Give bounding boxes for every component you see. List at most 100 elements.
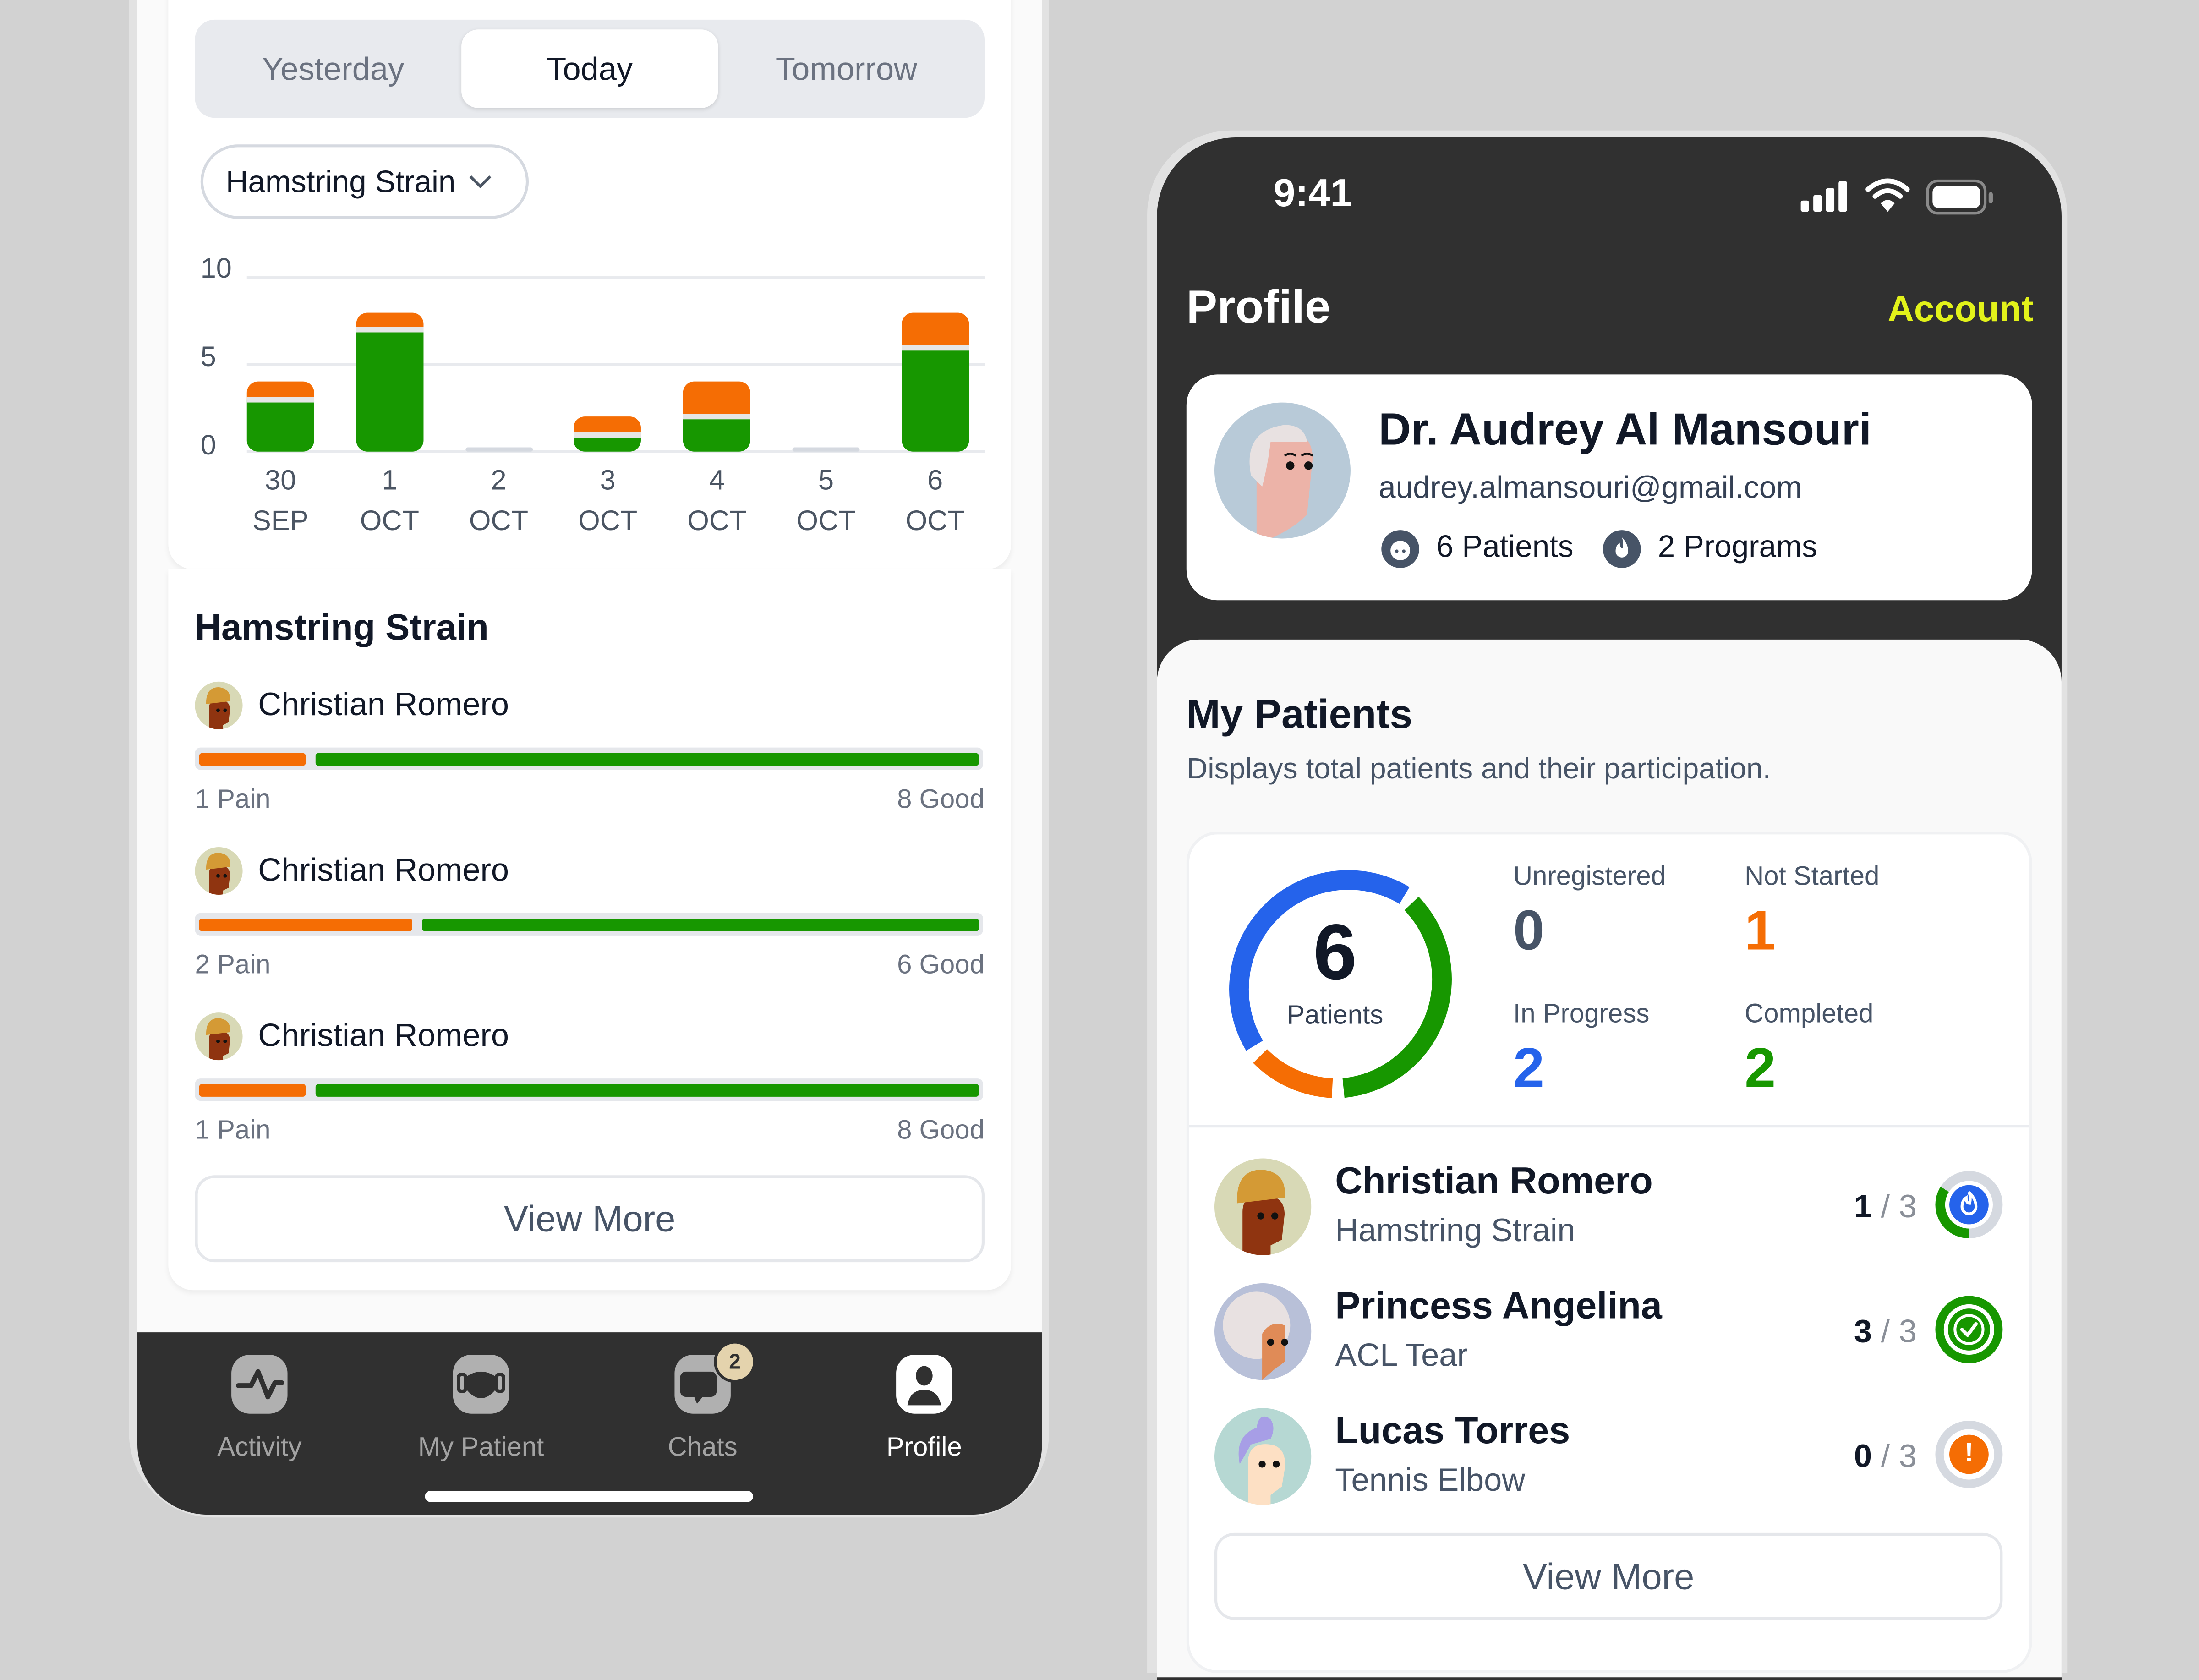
pain-entry[interactable]: Christian Romero 1 Pain 8 Good	[195, 679, 985, 819]
profile-icon	[896, 1355, 952, 1414]
pain-entry[interactable]: Christian Romero 1 Pain 8 Good	[195, 1010, 985, 1150]
doctor-name: Dr. Audrey Al Mansouri	[1378, 404, 1872, 454]
good-segment	[901, 347, 969, 452]
tab-my-patient[interactable]: My Patient	[397, 1355, 565, 1464]
y-tick: 0	[200, 430, 216, 462]
x-tick-day: 3	[600, 465, 616, 497]
x-tick-day: 5	[818, 465, 834, 497]
bar-6[interactable]	[901, 312, 969, 452]
day-segmented-control: Yesterday Today Tomorrow	[195, 19, 985, 118]
patient-row[interactable]: Christian Romero Hamstring Strain 1 / 3	[1214, 1155, 2003, 1256]
bar-5[interactable]	[792, 447, 860, 452]
flame-icon	[1949, 1185, 1989, 1225]
gridline	[246, 450, 985, 453]
patient-name: Princess Angelina	[1335, 1285, 1662, 1327]
patient-name: Christian Romero	[258, 1017, 509, 1053]
x-tick-day: 2	[491, 465, 507, 497]
tab-profile[interactable]: Profile	[840, 1355, 1008, 1464]
progress-done: 1	[1854, 1187, 1872, 1225]
good-segment	[356, 329, 423, 452]
patient-avatar	[1214, 1408, 1312, 1505]
account-link[interactable]: Account	[1887, 287, 2034, 330]
patient-row[interactable]: Lucas Torres Tennis Elbow 0 / 3 !	[1214, 1405, 2003, 1506]
alert-icon: !	[1949, 1434, 1989, 1474]
x-tick-label: 4 OCT	[675, 461, 759, 543]
patient-row[interactable]: Princess Angelina ACL Tear 3 / 3	[1214, 1281, 2003, 1381]
tab-today[interactable]: Today	[461, 29, 718, 108]
x-tick-day: 4	[709, 465, 725, 497]
programs-count-label: 2 Programs	[1657, 529, 1817, 564]
segment-separator	[246, 396, 314, 402]
bar-2[interactable]	[465, 447, 533, 452]
activity-icon	[231, 1355, 288, 1414]
tab-yesterday[interactable]: Yesterday	[262, 49, 405, 87]
progress-ring-completed	[1935, 1296, 2003, 1363]
pain-label: 1 Pain	[195, 785, 271, 815]
segment-separator	[683, 414, 751, 420]
tab-activity[interactable]: Activity	[175, 1355, 344, 1464]
tab-label: Activity	[217, 1433, 302, 1463]
pain-segment	[683, 382, 751, 417]
patient-condition: Hamstring Strain	[1335, 1211, 1575, 1248]
x-tick-label: 30 SEP	[238, 461, 323, 543]
pain-good-progress-bar	[195, 747, 983, 770]
x-tick-month: SEP	[252, 506, 309, 537]
patient-name: Christian Romero	[1335, 1160, 1653, 1202]
stat-not-started-value: 1	[1745, 900, 1776, 962]
segment-separator	[574, 431, 642, 437]
condition-dropdown-value: Hamstring Strain	[225, 163, 456, 199]
patients-count-label: 6 Patients	[1436, 529, 1574, 564]
bar-4[interactable]	[683, 382, 751, 452]
bar-3[interactable]	[574, 416, 642, 452]
pain-fill	[199, 919, 412, 931]
stat-in-progress-label: In Progress	[1513, 1000, 1650, 1029]
page-title: Profile	[1186, 280, 1331, 333]
tab-label: Profile	[886, 1433, 962, 1463]
doctor-email: audrey.almansouri@gmail.com	[1378, 470, 1802, 505]
pain-segment	[246, 382, 314, 399]
progress-total: / 3	[1881, 1437, 1917, 1474]
patient-avatar	[195, 681, 243, 729]
tab-tomorrow[interactable]: Tomorrow	[775, 49, 917, 87]
y-tick: 10	[200, 254, 232, 285]
pain-fill	[199, 1084, 306, 1097]
bottom-tab-bar: Activity My Patient 2 Chats Profile	[137, 1332, 1042, 1515]
tab-label: Chats	[667, 1433, 738, 1463]
bar-1[interactable]	[356, 312, 423, 452]
good-label: 8 Good	[897, 1116, 985, 1146]
stat-not-started-label: Not Started	[1745, 862, 1880, 892]
view-more-patients-button[interactable]: View More	[1214, 1532, 2003, 1620]
battery-icon	[1925, 178, 1996, 224]
x-tick-day: 1	[382, 465, 398, 497]
segment-separator	[356, 327, 423, 333]
y-tick: 5	[200, 342, 216, 373]
gridline	[246, 363, 985, 366]
patient-face-icon	[1381, 530, 1419, 568]
patient-condition: Tennis Elbow	[1335, 1461, 1526, 1498]
pain-entry[interactable]: Christian Romero 2 Pain 6 Good	[195, 844, 985, 985]
wifi-icon	[1865, 177, 1910, 220]
signal-icon	[1800, 180, 1851, 220]
x-tick-label: 1 OCT	[348, 461, 432, 543]
program-progress: 0 / 3	[1854, 1438, 1917, 1476]
chat-icon: 2	[674, 1341, 756, 1414]
chats-unread-badge: 2	[714, 1341, 756, 1383]
good-fill	[315, 1084, 979, 1097]
stat-unregistered-label: Unregistered	[1513, 862, 1666, 892]
tab-chats[interactable]: 2 Chats	[618, 1341, 787, 1464]
status-time: 9:41	[1273, 171, 1352, 215]
empty-bar	[465, 447, 533, 452]
view-more-button[interactable]: View More	[195, 1175, 985, 1263]
donut-label: Patients	[1287, 1001, 1384, 1031]
pain-label: 2 Pain	[195, 951, 271, 980]
bar-0[interactable]	[246, 382, 314, 452]
good-fill	[422, 919, 979, 931]
condition-dropdown[interactable]: Hamstring Strain	[200, 144, 529, 219]
progress-done: 0	[1854, 1437, 1872, 1474]
progress-done: 3	[1854, 1313, 1872, 1349]
x-tick-label: 3 OCT	[566, 461, 650, 543]
progress-total: / 3	[1881, 1187, 1917, 1225]
patient-name: Christian Romero	[258, 685, 509, 722]
x-tick-label: 2 OCT	[457, 461, 541, 543]
pain-segment	[356, 312, 423, 330]
